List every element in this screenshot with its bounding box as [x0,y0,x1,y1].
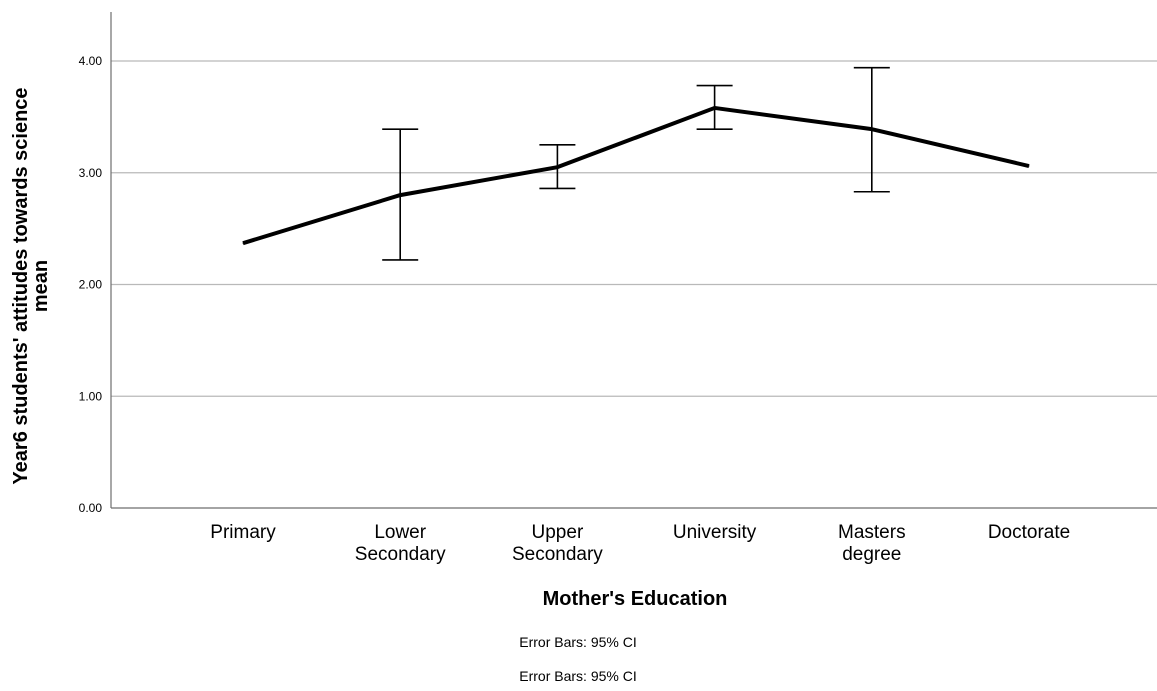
data-point [1028,165,1030,167]
series-line [242,105,1030,246]
x-tick-label: Upper Secondary [512,522,603,565]
y-tick-labels: 0.00 1.00 2.00 3.00 4.00 [79,54,103,515]
error-bars-note: Error Bars: 95% CI [519,668,636,684]
data-point [556,166,558,168]
data-point [714,107,716,109]
y-tick-label: 3.00 [79,166,103,180]
x-tick-label-line: Masters [838,522,906,543]
x-tick-label-line: University [673,522,757,543]
series [242,105,1030,246]
y-axis-title: Year6 students' attitudes towards scienc… [10,87,52,484]
y-tick-label: 4.00 [79,54,103,68]
x-tick-label: Lower Secondary [355,522,446,565]
y-tick-label: 1.00 [79,389,103,403]
x-tick-label: University [673,522,757,543]
y-tick-label: 2.00 [79,278,103,292]
y-axis-title-line: Year6 students' attitudes towards scienc… [10,87,32,484]
data-point [871,128,873,130]
x-tick-label-line: degree [842,544,901,565]
x-tick-label-line: Secondary [512,544,603,565]
gridlines [111,60,1157,397]
x-tick-label-line: Upper [532,522,584,543]
error-bars [382,66,890,261]
x-axis-title: Mother's Education [543,588,728,610]
data-point [242,242,244,244]
error-bars-note: Error Bars: 95% CI [519,634,636,650]
x-tick-label-line: Primary [210,522,276,543]
x-tick-label-line: Lower [374,522,426,543]
y-axis-title-line: mean [30,260,52,312]
x-tick-label: Primary [210,522,276,543]
data-point [399,194,401,196]
x-tick-label: Doctorate [988,522,1070,543]
chart-notes: Error Bars: 95% CI Error Bars: 95% CI [519,634,636,684]
x-tick-label: Masters degree [838,522,906,565]
axes [110,12,1157,509]
x-tick-label-line: Secondary [355,544,446,565]
y-tick-label: 0.00 [79,501,103,515]
x-tick-label-line: Doctorate [988,522,1070,543]
